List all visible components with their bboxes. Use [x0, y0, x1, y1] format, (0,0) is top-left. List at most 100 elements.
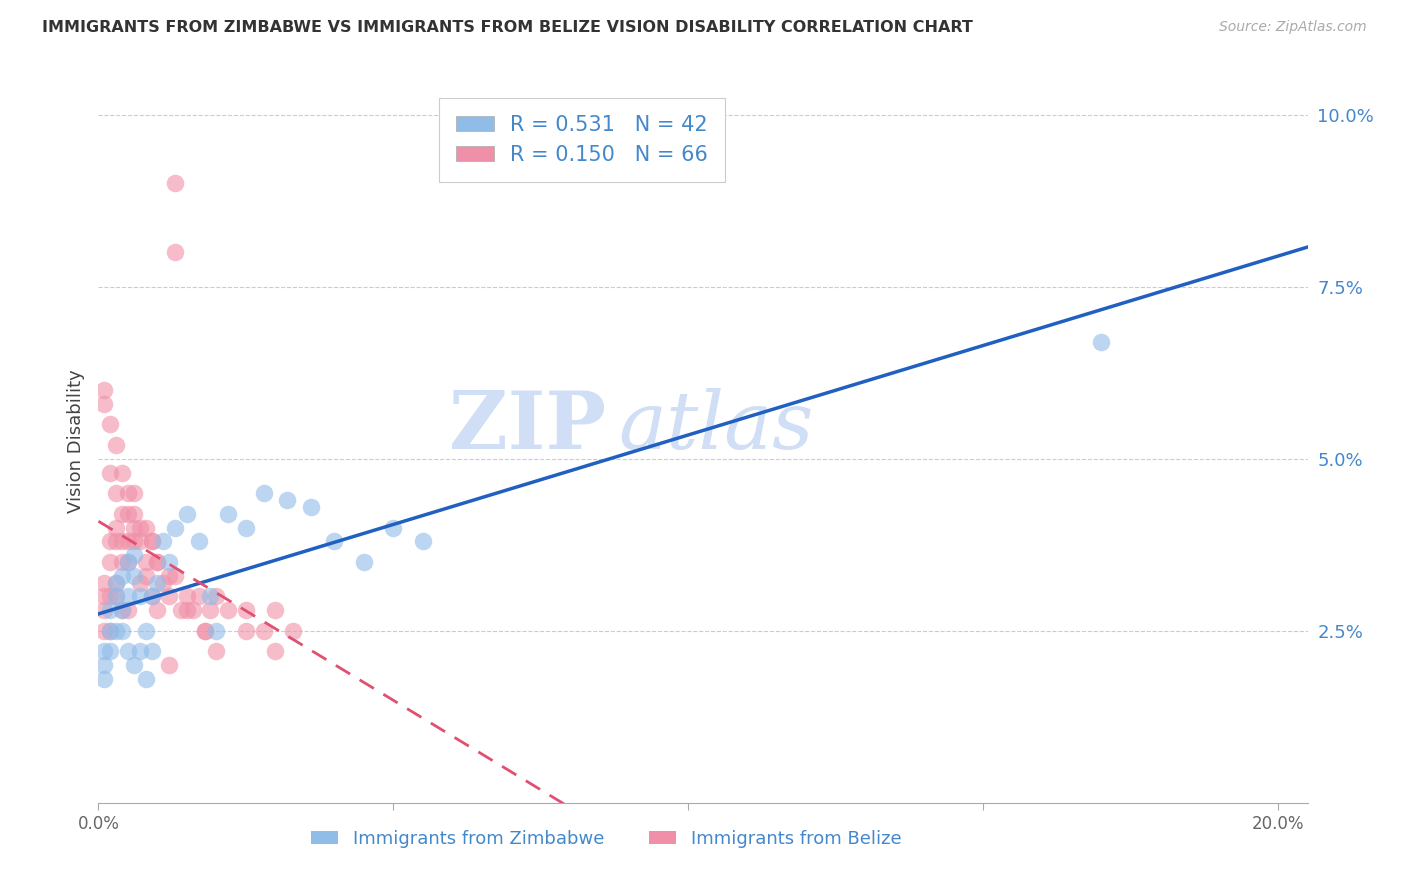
Point	[200, 603, 222, 617]
Point	[128, 644, 150, 658]
Point	[98, 624, 121, 638]
Point	[93, 383, 115, 397]
Point	[264, 603, 287, 617]
Point	[98, 466, 121, 480]
Point	[122, 548, 145, 562]
Point	[105, 534, 128, 549]
Point	[117, 486, 139, 500]
Point	[141, 590, 163, 604]
Point	[165, 177, 187, 191]
Point	[141, 644, 163, 658]
Point	[105, 575, 128, 590]
Point	[135, 520, 157, 534]
Point	[412, 534, 434, 549]
Point	[165, 520, 187, 534]
Point	[111, 603, 134, 617]
Point	[93, 590, 115, 604]
Point	[128, 575, 150, 590]
Point	[93, 672, 115, 686]
Point	[135, 624, 157, 638]
Point	[176, 590, 198, 604]
Point	[117, 555, 139, 569]
Point	[122, 507, 145, 521]
Point	[205, 644, 228, 658]
Point	[205, 624, 228, 638]
Point	[170, 603, 193, 617]
Point	[276, 493, 298, 508]
Point	[157, 555, 180, 569]
Point	[165, 568, 187, 582]
Point	[98, 417, 121, 432]
Point	[105, 486, 128, 500]
Point	[111, 466, 134, 480]
Point	[93, 397, 115, 411]
Point	[128, 520, 150, 534]
Point	[111, 507, 134, 521]
Y-axis label: Vision Disability: Vision Disability	[66, 369, 84, 514]
Point	[111, 534, 134, 549]
Point	[382, 520, 405, 534]
Point	[353, 555, 375, 569]
Point	[117, 644, 139, 658]
Point	[117, 534, 139, 549]
Point	[217, 603, 239, 617]
Text: Source: ZipAtlas.com: Source: ZipAtlas.com	[1219, 20, 1367, 34]
Point	[157, 658, 180, 673]
Point	[165, 245, 187, 260]
Point	[235, 520, 257, 534]
Point	[111, 568, 134, 582]
Point	[122, 534, 145, 549]
Point	[105, 520, 128, 534]
Point	[98, 603, 121, 617]
Point	[117, 507, 139, 521]
Point	[141, 534, 163, 549]
Point	[105, 590, 128, 604]
Point	[105, 438, 128, 452]
Text: atlas: atlas	[619, 388, 814, 466]
Point	[146, 603, 169, 617]
Point	[146, 555, 169, 569]
Point	[176, 603, 198, 617]
Point	[135, 555, 157, 569]
Point	[281, 624, 304, 638]
Point	[98, 534, 121, 549]
Point	[122, 520, 145, 534]
Point	[122, 658, 145, 673]
Point	[122, 568, 145, 582]
Point	[194, 624, 217, 638]
Point	[98, 644, 121, 658]
Point	[252, 486, 274, 500]
Point	[187, 534, 209, 549]
Point	[141, 534, 163, 549]
Point	[128, 534, 150, 549]
Point	[1090, 334, 1112, 349]
Point	[135, 672, 157, 686]
Point	[98, 624, 121, 638]
Point	[117, 590, 139, 604]
Text: IMMIGRANTS FROM ZIMBABWE VS IMMIGRANTS FROM BELIZE VISION DISABILITY CORRELATION: IMMIGRANTS FROM ZIMBABWE VS IMMIGRANTS F…	[42, 20, 973, 35]
Point	[105, 590, 128, 604]
Point	[181, 603, 204, 617]
Point	[187, 590, 209, 604]
Point	[235, 603, 257, 617]
Point	[252, 624, 274, 638]
Point	[98, 590, 121, 604]
Point	[111, 603, 134, 617]
Point	[105, 575, 128, 590]
Point	[205, 590, 228, 604]
Point	[141, 590, 163, 604]
Point	[128, 590, 150, 604]
Point	[93, 644, 115, 658]
Point	[235, 624, 257, 638]
Point	[157, 590, 180, 604]
Point	[93, 624, 115, 638]
Point	[122, 486, 145, 500]
Point	[117, 555, 139, 569]
Text: ZIP: ZIP	[450, 388, 606, 467]
Point	[93, 658, 115, 673]
Point	[217, 507, 239, 521]
Point	[93, 603, 115, 617]
Point	[93, 575, 115, 590]
Point	[194, 624, 217, 638]
Point	[323, 534, 346, 549]
